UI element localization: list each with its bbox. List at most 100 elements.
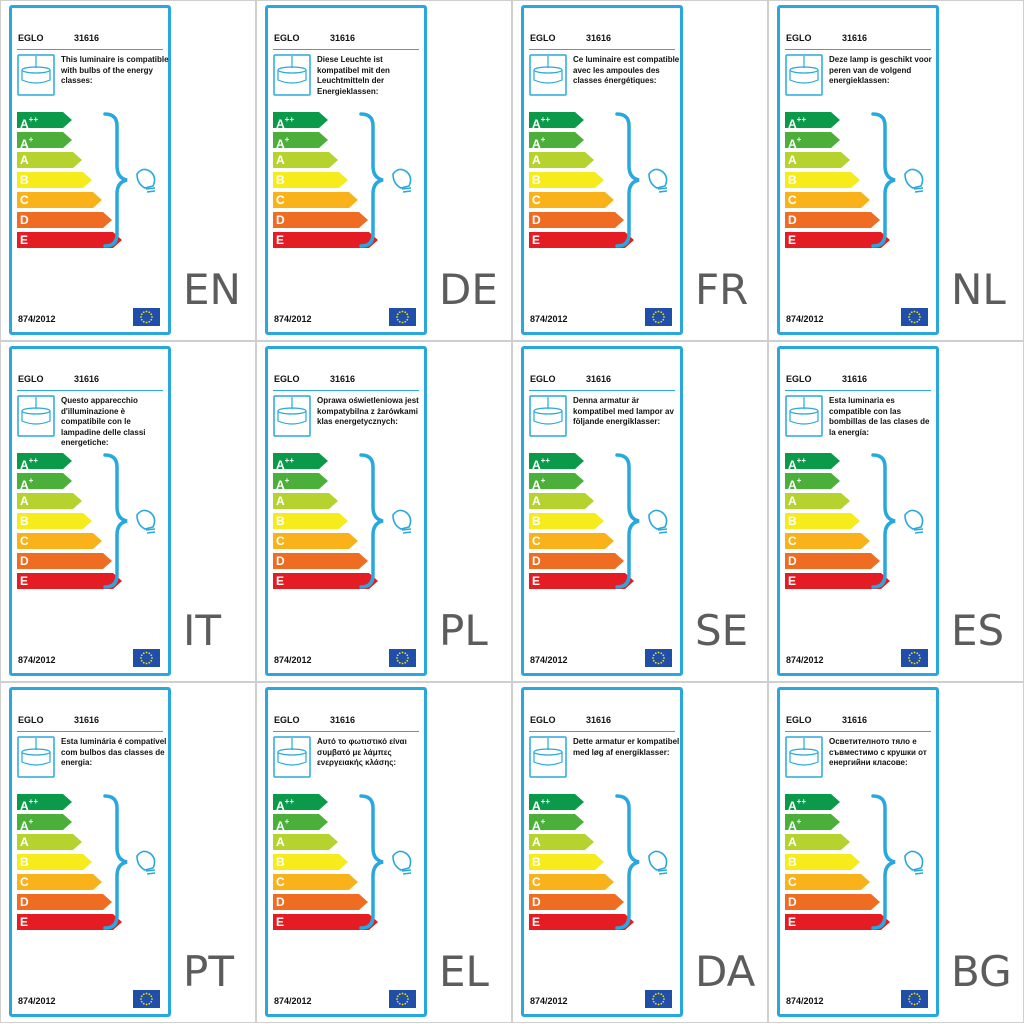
energy-class-letter: D	[20, 213, 29, 227]
energy-class-arrow	[529, 453, 584, 469]
compatibility-text: Αυτό το φωτιστικό είναι συμβατό με λάμπε…	[317, 737, 407, 767]
energy-class-letter: E	[532, 915, 541, 929]
ceiling-lamp-icon	[273, 395, 311, 442]
energy-class-arrow	[273, 112, 328, 128]
regulation-number: 874/2012	[786, 996, 824, 1006]
energy-class-letter: C	[276, 534, 285, 548]
energy-class-letter: C	[532, 534, 541, 548]
energy-class-letter: A	[788, 835, 797, 849]
energy-label-card: EGLO 31616 Dette armatur er kompatibel med…	[521, 687, 683, 1017]
eu-flag-icon	[133, 649, 160, 667]
eu-flag-icon	[901, 649, 928, 667]
energy-class-arrow	[529, 573, 634, 589]
language-code: DA	[695, 947, 756, 996]
light-bulb-icon	[648, 509, 668, 534]
energy-class-letter: A+	[20, 817, 34, 833]
energy-class-arrow	[17, 794, 72, 810]
energy-class-arrow	[785, 874, 870, 890]
model-number: 31616	[330, 33, 356, 43]
curly-brace-with-bulb	[99, 112, 169, 253]
energy-class-arrow	[785, 914, 890, 930]
energy-label-cell: EGLO 31616 Осветителното тяло е съвместимо…	[768, 682, 1024, 1023]
ceiling-lamp-icon	[273, 54, 311, 101]
energy-class-letter: A	[20, 153, 29, 167]
energy-class-letter: A++	[788, 456, 807, 472]
energy-class-arrow	[17, 533, 102, 549]
eu-flag-icon	[133, 308, 160, 326]
brand-name: EGLO	[530, 715, 556, 725]
light-bulb-icon	[392, 850, 412, 875]
energy-label-cell: EGLO 31616 Diese Leuchte ist kompatibel mi…	[256, 0, 512, 341]
light-bulb-icon	[392, 509, 412, 534]
language-code: DE	[439, 265, 498, 314]
energy-class-letter: D	[788, 213, 797, 227]
regulation-number: 874/2012	[18, 655, 56, 665]
language-code: PL	[439, 606, 488, 655]
energy-label-cell: EGLO 31616 Denna armatur är kompatibel med…	[512, 341, 768, 682]
energy-label-cell: EGLO 31616 Deze lamp is geschikt voor pere…	[768, 0, 1024, 341]
curly-brace-bulb-graphic	[615, 453, 668, 589]
energy-class-arrow	[785, 794, 840, 810]
energy-class-arrow	[529, 553, 624, 569]
energy-class-arrow	[17, 914, 122, 930]
light-bulb-icon	[136, 168, 156, 193]
model-number: 31616	[586, 374, 612, 384]
header-divider	[273, 49, 419, 50]
energy-class-letter: C	[532, 875, 541, 889]
energy-label-card: EGLO 31616 Deze lamp is geschikt voor pere…	[777, 5, 939, 335]
energy-class-letter: C	[20, 534, 29, 548]
compatibility-text: Esta luminária é compatível com bulbos d…	[61, 737, 167, 767]
brand-name: EGLO	[530, 374, 556, 384]
brand-name: EGLO	[18, 715, 44, 725]
model-number: 31616	[74, 33, 100, 43]
energy-class-letter: A	[788, 494, 797, 508]
energy-class-arrow	[273, 914, 378, 930]
energy-class-letter: B	[788, 855, 797, 869]
energy-class-arrow	[785, 573, 890, 589]
ceiling-lamp-icon	[785, 54, 823, 101]
curly-brace-bulb-graphic	[359, 112, 412, 248]
energy-class-letter: B	[276, 514, 285, 528]
regulation-number: 874/2012	[274, 996, 312, 1006]
energy-class-letter: A+	[276, 817, 290, 833]
energy-class-arrow	[529, 192, 614, 208]
eu-flag-stars	[652, 992, 665, 1006]
energy-class-letter: B	[532, 514, 541, 528]
energy-class-letter: A+	[532, 135, 546, 151]
energy-class-arrow	[529, 874, 614, 890]
energy-class-letter: D	[532, 554, 541, 568]
brand-name: EGLO	[274, 33, 300, 43]
model-number: 31616	[330, 715, 356, 725]
energy-class-letter: B	[532, 173, 541, 187]
energy-class-arrow	[17, 493, 82, 509]
header-divider	[785, 49, 931, 50]
energy-label-cell: EGLO 31616 This luminaire is compatible wi…	[0, 0, 256, 341]
energy-class-letter: D	[276, 213, 285, 227]
energy-class-arrow	[529, 834, 594, 850]
energy-class-arrow	[529, 914, 634, 930]
ceiling-lamp-icon	[529, 395, 567, 442]
energy-class-arrow	[529, 854, 604, 870]
header-divider	[529, 731, 675, 732]
language-code: BG	[951, 947, 1012, 996]
energy-class-arrow	[785, 814, 840, 830]
energy-class-letter: D	[20, 554, 29, 568]
energy-class-letter: A+	[788, 817, 802, 833]
curly-brace-bulb-graphic	[359, 794, 412, 930]
brand-name: EGLO	[786, 374, 812, 384]
compatibility-text: Deze lamp is geschikt voor peren van de …	[829, 55, 932, 85]
eu-flag-stars	[140, 310, 153, 324]
ceiling-lamp-graphic	[785, 54, 823, 96]
energy-label-cell: EGLO 31616 Αυτό το φωτιστικό είναι συμβατό…	[256, 682, 512, 1023]
energy-class-letter: A++	[532, 797, 551, 813]
curly-brace-with-bulb	[355, 112, 425, 253]
energy-label-card: EGLO 31616 Esta luminaria es compatible co…	[777, 346, 939, 676]
energy-class-letter: E	[20, 574, 29, 588]
light-bulb-icon	[904, 509, 924, 534]
energy-class-letter: A	[788, 153, 797, 167]
energy-class-letter: A++	[20, 797, 39, 813]
energy-class-arrow	[785, 473, 840, 489]
energy-class-arrow	[17, 894, 112, 910]
energy-class-letter: E	[20, 915, 29, 929]
energy-class-letter: A++	[276, 456, 295, 472]
